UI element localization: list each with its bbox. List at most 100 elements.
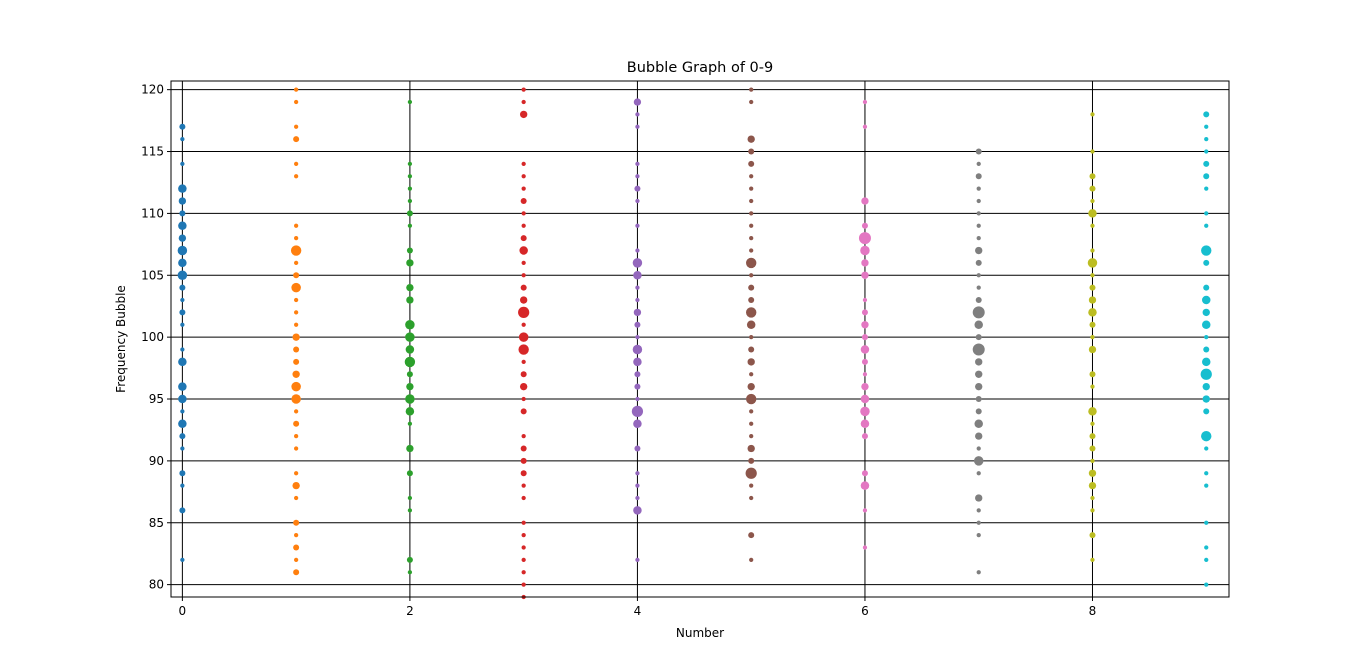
bubble-point <box>180 483 185 488</box>
bubble-point <box>520 457 527 464</box>
bubble-point <box>749 99 754 105</box>
y-tick-label: 120 <box>141 83 164 97</box>
bubble-point <box>293 420 300 427</box>
bubble-point <box>861 470 868 477</box>
bubble-point <box>749 236 754 241</box>
bubble-point <box>407 495 413 501</box>
bubble-point <box>976 273 981 278</box>
bubble-point <box>745 467 757 479</box>
bubble-point <box>405 394 415 404</box>
bubble-point <box>860 406 870 417</box>
bubble-point <box>1203 111 1210 118</box>
bubble-point <box>749 372 754 377</box>
bubble-point <box>521 186 526 191</box>
bubble-point <box>404 356 416 368</box>
bubble-point <box>1204 471 1209 476</box>
bubble-point <box>1088 209 1097 218</box>
bubble-point <box>861 271 869 279</box>
bubble-point <box>860 245 870 256</box>
bubble-point <box>521 495 526 501</box>
bubble-point <box>860 345 870 354</box>
bubble-point <box>292 370 300 378</box>
bubble-point <box>976 533 981 538</box>
x-tick-label: 6 <box>861 604 869 618</box>
bubble-point <box>294 87 299 92</box>
bubble-point <box>519 110 528 119</box>
bubble-point <box>180 446 185 451</box>
bubble-point <box>860 394 870 404</box>
bubble-point <box>294 124 299 129</box>
bubble-point <box>1204 557 1209 562</box>
bubble-point <box>748 148 755 155</box>
bubble-point <box>1090 198 1095 204</box>
bubble-point <box>976 570 981 575</box>
bubble-point <box>1088 481 1097 490</box>
bubble-point <box>294 434 299 439</box>
bubble-point <box>1088 296 1097 304</box>
bubble-point <box>177 245 188 256</box>
bubble-point <box>294 446 299 451</box>
bubble-point <box>633 271 642 280</box>
bubble-point <box>1090 112 1095 117</box>
bubble-point <box>290 245 302 256</box>
y-tick-label: 85 <box>149 516 164 530</box>
bubble-point <box>1087 258 1098 268</box>
bubble-point <box>976 508 981 513</box>
bubble-point <box>861 197 869 205</box>
bubble-point <box>635 124 640 129</box>
bubble-point <box>1203 408 1210 415</box>
bubble-point <box>749 211 754 216</box>
bubble-point <box>520 284 527 291</box>
bubble-point <box>294 99 299 105</box>
bubble-point <box>521 557 526 562</box>
bubble-point <box>976 446 981 451</box>
bubble-point <box>746 320 756 330</box>
bubble-point <box>749 495 754 501</box>
bubble-point <box>748 457 755 464</box>
bubble-point <box>635 495 640 501</box>
bubble-point <box>518 332 529 342</box>
bubble-point <box>1204 582 1209 587</box>
y-tick-label: 90 <box>149 454 164 468</box>
bubble-point <box>292 481 300 490</box>
bubble-point <box>521 161 526 167</box>
bubble-point <box>521 87 526 92</box>
bubble-point <box>975 173 982 180</box>
bubble-point <box>294 223 299 228</box>
bubble-point <box>976 223 981 228</box>
bubble-point <box>749 186 754 191</box>
bubble-point <box>749 223 754 228</box>
bubble-point <box>976 186 981 191</box>
bubble-point <box>1202 357 1211 367</box>
bubble-point <box>747 135 755 143</box>
bubble-point <box>972 343 985 356</box>
bubble-point <box>1088 407 1097 416</box>
y-tick-label: 80 <box>149 578 164 592</box>
bubble-point <box>748 160 755 167</box>
bubble-point <box>862 545 868 550</box>
bubble-point <box>1204 483 1209 488</box>
bubble-point <box>1200 368 1212 380</box>
y-tick-label: 100 <box>141 330 164 344</box>
bubble-point <box>1090 248 1095 253</box>
bubble-point <box>862 99 868 105</box>
bubble-point <box>749 198 754 204</box>
bubble-point <box>635 335 640 340</box>
bubble-point <box>749 248 754 253</box>
bubble-point <box>406 470 413 477</box>
bubble-point <box>634 321 641 328</box>
bubble-point <box>521 533 526 538</box>
bubble-point <box>178 357 187 367</box>
bubble-point <box>293 346 300 353</box>
bubble-point <box>1202 295 1211 305</box>
bubble-point <box>407 161 413 167</box>
bubble-point <box>407 508 413 513</box>
bubble-point <box>407 421 413 426</box>
bubble-point <box>1201 430 1212 442</box>
bubble-point <box>1202 382 1210 391</box>
bubble-point <box>294 297 299 303</box>
bubble-point <box>521 174 526 179</box>
bubble-point <box>520 470 527 477</box>
bubble-point <box>178 419 187 429</box>
bubble-point <box>521 359 526 365</box>
